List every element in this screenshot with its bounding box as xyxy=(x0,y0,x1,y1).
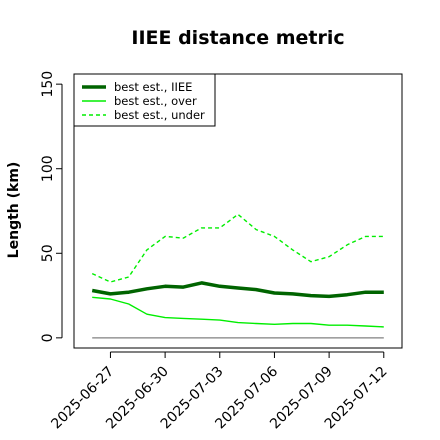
legend-box xyxy=(73,73,216,127)
legend-label-0: best est., IIEE xyxy=(114,80,192,94)
y-tick-label-150: 150 xyxy=(40,71,56,98)
chart-title: IIEE distance metric xyxy=(131,27,344,49)
y-axis-label: Length (km) xyxy=(6,162,22,259)
y-tick-label-0: 0 xyxy=(40,333,56,342)
legend-label-1: best est., over xyxy=(114,94,197,108)
y-tick-label-50: 50 xyxy=(40,244,56,262)
y-tick-label-100: 100 xyxy=(40,155,56,182)
legend-label-2: best est., under xyxy=(114,108,205,122)
x-axis: 2025-06-272025-06-302025-07-032025-07-06… xyxy=(48,351,391,432)
series-line-best-est-over xyxy=(92,296,384,328)
plot-frame xyxy=(73,73,403,349)
y-axis: 0 50 100 150 xyxy=(40,71,63,342)
series-line-best-est-iiee xyxy=(91,281,384,299)
series-layer xyxy=(91,213,384,339)
series-line-best-est-under xyxy=(91,213,384,283)
